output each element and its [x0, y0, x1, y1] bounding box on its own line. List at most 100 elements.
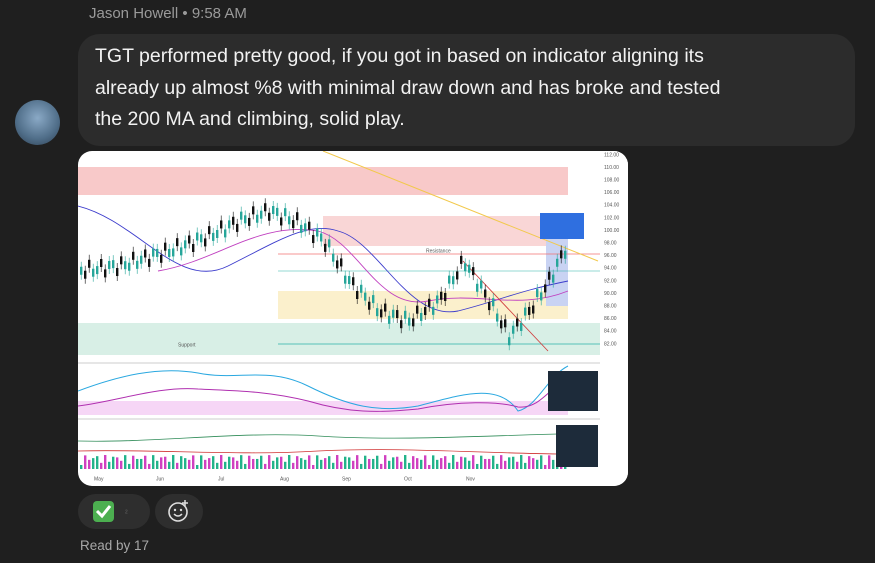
- candle: [136, 260, 139, 269]
- candle: [328, 239, 331, 248]
- avatar[interactable]: [15, 100, 60, 145]
- candle: [356, 290, 359, 299]
- volume-bar: [320, 459, 323, 469]
- price-label: 104.00: [604, 203, 620, 209]
- candle: [108, 260, 111, 269]
- volume-bar: [268, 455, 271, 469]
- volume-bar: [132, 455, 135, 469]
- candle: [312, 235, 315, 244]
- volume-bar: [408, 462, 411, 469]
- candle: [92, 268, 95, 277]
- message-line: the 200 MA and climbing, solid play.: [95, 108, 405, 130]
- volume-bar: [196, 464, 199, 469]
- volume-bar: [288, 455, 291, 469]
- volume-bar: [212, 456, 215, 469]
- volume-bar: [468, 460, 471, 469]
- volume-bar: [256, 458, 259, 469]
- chart-image[interactable]: Support Resistance 112.00 110.00 108.00 106…: [78, 151, 628, 486]
- volume-bar: [292, 462, 295, 469]
- candle: [412, 318, 415, 327]
- candle: [508, 337, 511, 346]
- volume-bar: [120, 460, 123, 469]
- candle: [188, 235, 191, 244]
- volume-bar: [172, 455, 175, 469]
- volume-bar: [512, 456, 515, 469]
- price-label: 98.00: [604, 241, 617, 247]
- message-bubble: TGT performed pretty good, if you got in…: [78, 34, 855, 146]
- volume-bar: [432, 455, 435, 469]
- candle: [360, 284, 363, 293]
- candle: [444, 292, 447, 301]
- info-panel: [556, 425, 598, 467]
- trend-line: [462, 260, 549, 352]
- candle: [476, 283, 479, 292]
- volume-bar: [116, 457, 119, 469]
- candle: [404, 310, 407, 319]
- candle: [160, 254, 163, 263]
- candle: [472, 267, 475, 276]
- candle: [96, 266, 99, 275]
- candle: [464, 263, 467, 272]
- candle: [276, 207, 279, 216]
- volume-bar: [312, 464, 315, 469]
- month-label: Jun: [156, 476, 164, 482]
- candle: [420, 312, 423, 321]
- candle: [532, 305, 535, 314]
- volume-bar: [360, 463, 363, 469]
- volume-bar: [112, 456, 115, 469]
- candle: [484, 289, 487, 298]
- volume-bar: [100, 462, 103, 469]
- volume-bar: [388, 460, 391, 469]
- candle: [116, 268, 119, 277]
- volume-bar: [260, 455, 263, 469]
- volume-bar: [92, 458, 95, 469]
- candle: [340, 258, 343, 267]
- price-label: 90.00: [604, 291, 617, 297]
- candle: [452, 276, 455, 285]
- price-label: 88.00: [604, 304, 617, 310]
- volume-bar: [276, 457, 279, 469]
- smiley: [168, 502, 188, 522]
- candle: [324, 243, 327, 252]
- smile: [173, 513, 183, 517]
- candle: [88, 259, 91, 268]
- volume-bar: [184, 458, 187, 469]
- candle: [500, 320, 503, 329]
- volume-bar: [464, 457, 467, 469]
- candle: [440, 291, 443, 300]
- candle: [224, 229, 227, 238]
- volume-bar: [344, 456, 347, 469]
- candle: [368, 301, 371, 310]
- volume-bar: [484, 458, 487, 469]
- volume-bar: [228, 456, 231, 469]
- candle: [280, 217, 283, 226]
- candle: [468, 264, 471, 273]
- price-label: 94.00: [604, 266, 617, 272]
- volume-bar: [348, 457, 351, 469]
- candle: [268, 212, 271, 221]
- add-reaction[interactable]: [155, 494, 203, 529]
- volume-bar: [424, 455, 427, 469]
- candle: [240, 211, 243, 220]
- candle: [168, 248, 171, 257]
- price-label: 108.00: [604, 178, 620, 184]
- oscillator: [78, 375, 569, 412]
- candle: [344, 275, 347, 284]
- candle: [292, 220, 295, 229]
- eye: [173, 508, 177, 512]
- check-emoji: [93, 501, 114, 522]
- price-axis: [600, 151, 628, 486]
- candle: [180, 247, 183, 256]
- sender[interactable]: Jason Howell: [89, 5, 179, 22]
- reaction-content: 2: [93, 501, 128, 522]
- candle: [132, 251, 135, 260]
- candle: [212, 232, 215, 241]
- candle: [104, 269, 107, 278]
- candle: [416, 305, 419, 314]
- read-receipt: Read by 17: [80, 538, 150, 553]
- volume-bar: [524, 462, 527, 469]
- candle: [352, 277, 355, 286]
- candle: [256, 214, 259, 223]
- volume-bar: [508, 457, 511, 469]
- reaction[interactable]: 2: [78, 494, 150, 529]
